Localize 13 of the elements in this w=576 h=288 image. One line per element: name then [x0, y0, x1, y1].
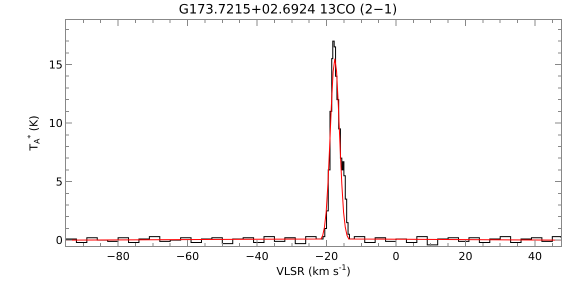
y-tick-label: 0 [56, 234, 63, 247]
y-tick-label: 15 [48, 58, 63, 72]
x-axis-title: VLSR (km s$^{-1}$) [276, 263, 351, 278]
x-tick-label: 40 [528, 250, 542, 264]
x-tick-label: −80 [106, 250, 130, 264]
x-tick-label: −60 [176, 250, 200, 264]
x-tick-label: −40 [245, 250, 269, 264]
chart-title: G173.7215+02.6924 13CO (2−1) [178, 2, 398, 18]
x-tick-label: 20 [458, 250, 472, 264]
x-tick-label: 0 [392, 250, 400, 264]
y-tick-label: 10 [48, 116, 63, 130]
y-tick-label: 5 [56, 175, 63, 188]
x-tick-label: −20 [314, 250, 338, 264]
